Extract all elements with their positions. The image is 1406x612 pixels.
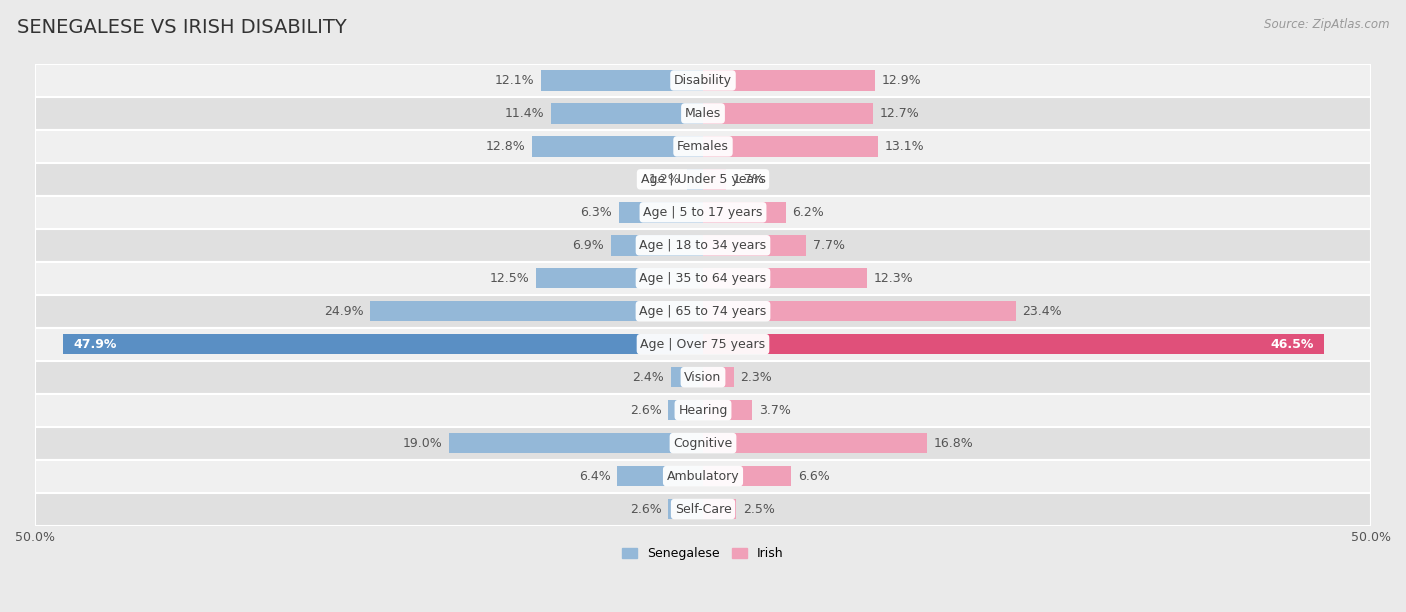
- Text: 23.4%: 23.4%: [1022, 305, 1062, 318]
- Bar: [35, 163, 1371, 196]
- Bar: [35, 493, 1371, 526]
- Bar: [35, 460, 1371, 493]
- Text: 13.1%: 13.1%: [884, 140, 924, 153]
- Text: Age | Under 5 years: Age | Under 5 years: [641, 173, 765, 186]
- Bar: [668, 400, 703, 420]
- Bar: [531, 136, 703, 157]
- Bar: [35, 130, 1371, 163]
- Text: Age | 18 to 34 years: Age | 18 to 34 years: [640, 239, 766, 252]
- Text: 1.7%: 1.7%: [733, 173, 765, 186]
- Text: 6.4%: 6.4%: [579, 469, 610, 483]
- Text: 24.9%: 24.9%: [323, 305, 364, 318]
- Bar: [536, 268, 703, 288]
- Text: Hearing: Hearing: [678, 404, 728, 417]
- Text: 11.4%: 11.4%: [505, 107, 544, 120]
- Bar: [703, 499, 737, 519]
- Bar: [35, 295, 1371, 327]
- Text: Disability: Disability: [673, 74, 733, 87]
- Text: 12.7%: 12.7%: [879, 107, 920, 120]
- Bar: [703, 334, 1324, 354]
- Bar: [703, 202, 786, 223]
- Text: 2.5%: 2.5%: [744, 502, 775, 515]
- Bar: [35, 360, 1371, 394]
- Bar: [703, 301, 1015, 321]
- Text: 6.9%: 6.9%: [572, 239, 605, 252]
- Text: 2.3%: 2.3%: [741, 371, 772, 384]
- Bar: [370, 301, 703, 321]
- Bar: [610, 235, 703, 255]
- Text: 12.9%: 12.9%: [882, 74, 922, 87]
- Text: 3.7%: 3.7%: [759, 404, 792, 417]
- Text: 6.2%: 6.2%: [793, 206, 824, 219]
- Text: 16.8%: 16.8%: [934, 436, 974, 450]
- Text: 6.3%: 6.3%: [581, 206, 612, 219]
- Text: Vision: Vision: [685, 371, 721, 384]
- Bar: [703, 103, 873, 124]
- Bar: [617, 466, 703, 487]
- Bar: [703, 268, 868, 288]
- Bar: [35, 229, 1371, 262]
- Text: 46.5%: 46.5%: [1270, 338, 1313, 351]
- Text: Age | 5 to 17 years: Age | 5 to 17 years: [644, 206, 762, 219]
- Bar: [35, 262, 1371, 295]
- Text: 7.7%: 7.7%: [813, 239, 845, 252]
- Bar: [703, 466, 792, 487]
- Text: 2.4%: 2.4%: [633, 371, 664, 384]
- Text: 12.5%: 12.5%: [489, 272, 529, 285]
- Text: Males: Males: [685, 107, 721, 120]
- Bar: [703, 400, 752, 420]
- Bar: [668, 499, 703, 519]
- Legend: Senegalese, Irish: Senegalese, Irish: [617, 542, 789, 565]
- Bar: [703, 433, 928, 453]
- Bar: [35, 97, 1371, 130]
- Text: Cognitive: Cognitive: [673, 436, 733, 450]
- Text: Age | 65 to 74 years: Age | 65 to 74 years: [640, 305, 766, 318]
- Text: 12.3%: 12.3%: [875, 272, 914, 285]
- Bar: [541, 70, 703, 91]
- Bar: [703, 136, 877, 157]
- Text: Ambulatory: Ambulatory: [666, 469, 740, 483]
- Text: 12.1%: 12.1%: [495, 74, 534, 87]
- Text: 2.6%: 2.6%: [630, 404, 662, 417]
- Bar: [35, 327, 1371, 360]
- Bar: [35, 64, 1371, 97]
- Bar: [703, 367, 734, 387]
- Bar: [619, 202, 703, 223]
- Text: 6.6%: 6.6%: [797, 469, 830, 483]
- Bar: [63, 334, 703, 354]
- Text: 12.8%: 12.8%: [485, 140, 526, 153]
- Bar: [35, 394, 1371, 427]
- Bar: [35, 427, 1371, 460]
- Text: 1.2%: 1.2%: [648, 173, 681, 186]
- Text: Females: Females: [678, 140, 728, 153]
- Text: Self-Care: Self-Care: [675, 502, 731, 515]
- Text: 19.0%: 19.0%: [402, 436, 443, 450]
- Text: 47.9%: 47.9%: [73, 338, 117, 351]
- Bar: [703, 70, 876, 91]
- Text: 2.6%: 2.6%: [630, 502, 662, 515]
- Bar: [35, 196, 1371, 229]
- Text: SENEGALESE VS IRISH DISABILITY: SENEGALESE VS IRISH DISABILITY: [17, 18, 347, 37]
- Bar: [703, 169, 725, 190]
- Bar: [688, 169, 703, 190]
- Text: Age | 35 to 64 years: Age | 35 to 64 years: [640, 272, 766, 285]
- Text: Age | Over 75 years: Age | Over 75 years: [641, 338, 765, 351]
- Bar: [449, 433, 703, 453]
- Text: Source: ZipAtlas.com: Source: ZipAtlas.com: [1264, 18, 1389, 31]
- Bar: [703, 235, 806, 255]
- Bar: [671, 367, 703, 387]
- Bar: [551, 103, 703, 124]
